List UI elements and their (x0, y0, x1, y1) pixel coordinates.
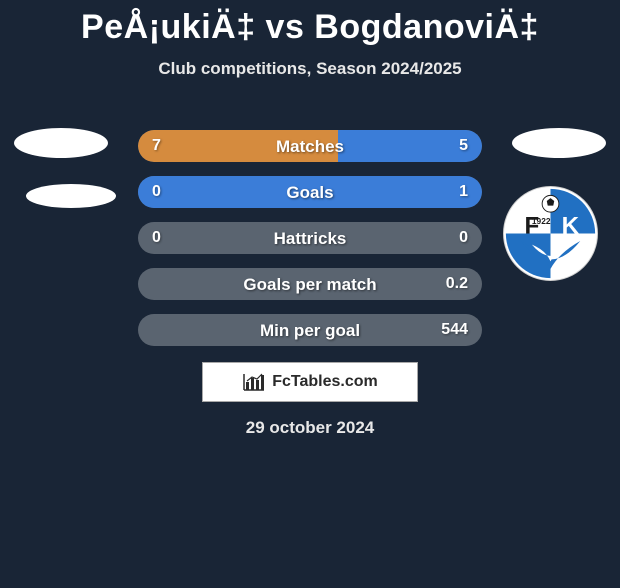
stat-value-right: 544 (441, 314, 468, 346)
stat-value-left: 0 (152, 222, 161, 254)
club-badge-svg: F K 1922 (504, 187, 597, 280)
stat-value-right: 5 (459, 130, 468, 162)
stat-value-left: 7 (152, 130, 161, 162)
stat-value-left: 0 (152, 176, 161, 208)
badge-year: 1922 (532, 216, 551, 226)
decorative-ellipse (14, 128, 108, 158)
club-badge: F K 1922 (503, 186, 598, 281)
stat-row: Goals0 1 (138, 176, 482, 208)
page-title: PeÅ¡ukiÄ‡ vs BogdanoviÄ‡ (0, 8, 620, 47)
stat-row: Hattricks0 0 (138, 222, 482, 254)
stat-value-right: 0.2 (446, 268, 468, 300)
stat-label: Matches (138, 130, 482, 162)
date-label: 29 october 2024 (0, 418, 620, 438)
bar-chart-icon (242, 372, 266, 392)
stat-label: Goals (138, 176, 482, 208)
decorative-ellipse (26, 184, 116, 208)
stat-value-right: 0 (459, 222, 468, 254)
right-decorative-ellipse (512, 128, 606, 158)
stat-row: Goals per match0.2 (138, 268, 482, 300)
stat-label: Min per goal (138, 314, 482, 346)
stat-row: Matches7 5 (138, 130, 482, 162)
fctables-logo[interactable]: FcTables.com (202, 362, 418, 402)
stat-value-right: 1 (459, 176, 468, 208)
stats-list: Matches75Goals01Hattricks00Goals per mat… (138, 130, 482, 360)
fctables-logo-text: FcTables.com (272, 373, 378, 391)
stat-row: Min per goal544 (138, 314, 482, 346)
badge-letter-k: K (562, 213, 580, 240)
stat-label: Goals per match (138, 268, 482, 300)
stat-label: Hattricks (138, 222, 482, 254)
subtitle: Club competitions, Season 2024/2025 (0, 59, 620, 79)
